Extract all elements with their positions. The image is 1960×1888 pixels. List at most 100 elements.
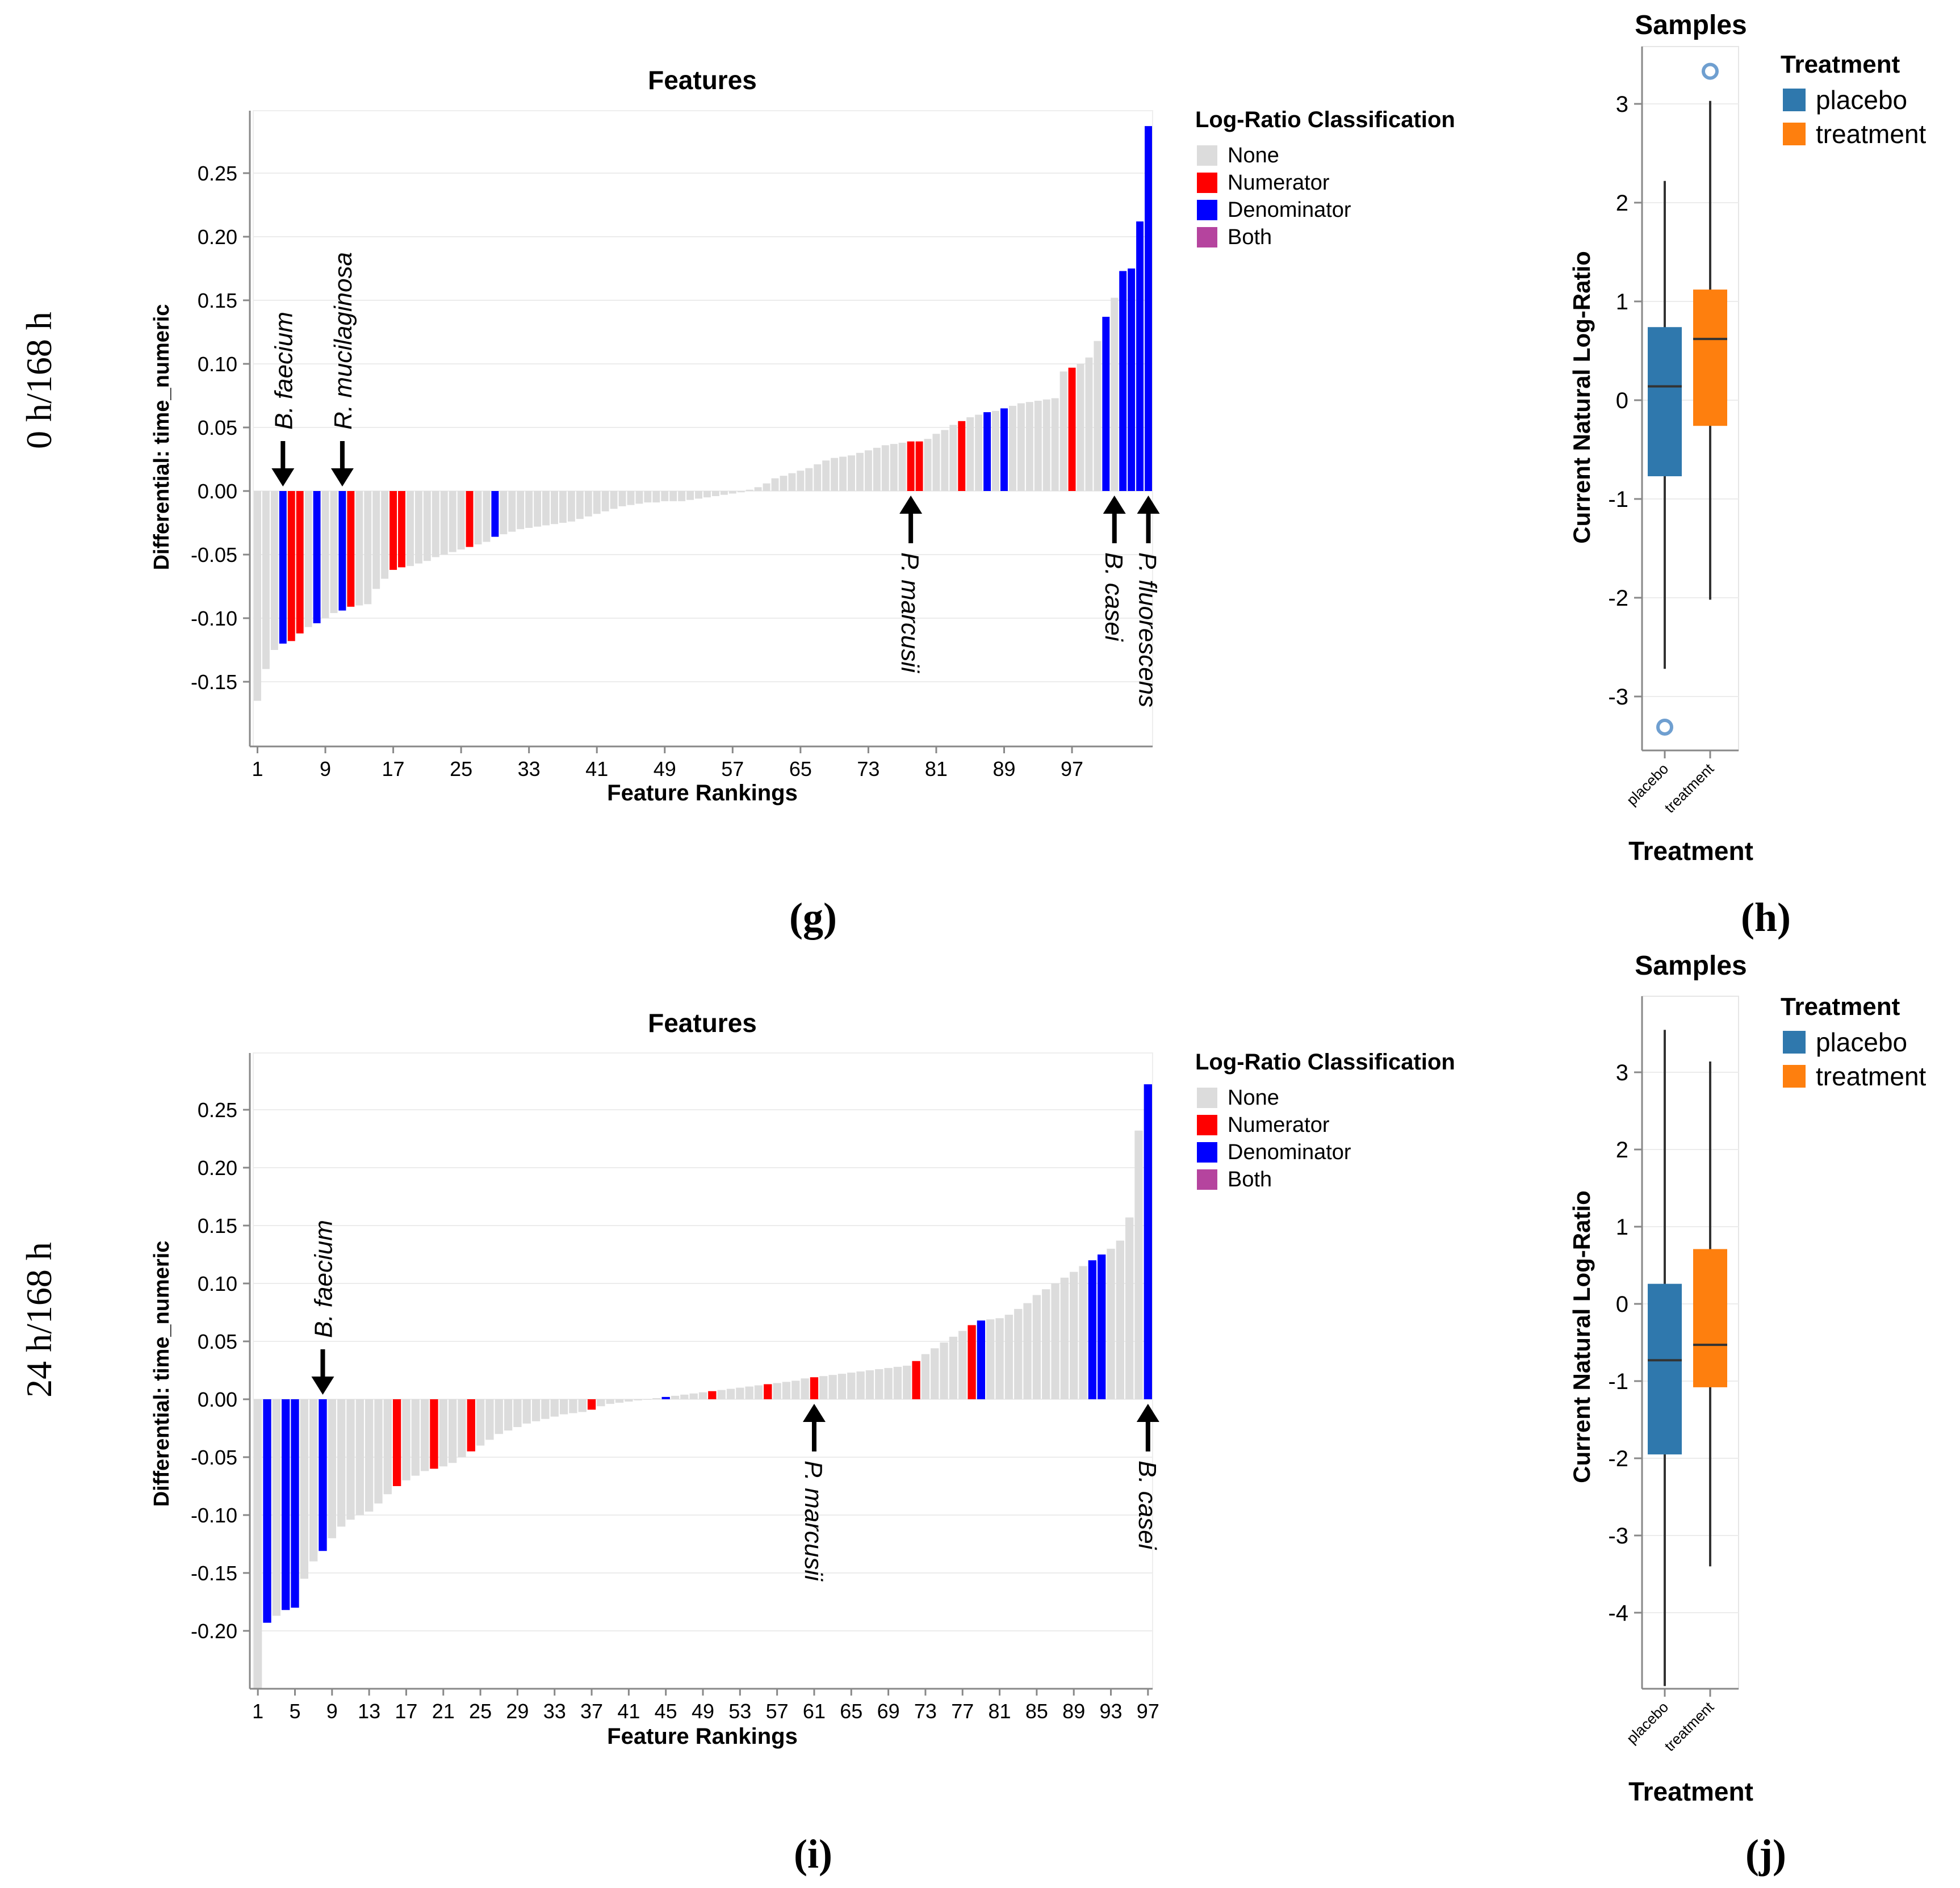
legend-item-label: placebo	[1816, 1027, 1907, 1057]
legend-item-label: treatment	[1816, 119, 1927, 149]
bar-61	[810, 1377, 819, 1399]
y-tick-label: 0.15	[198, 1214, 237, 1237]
bar-35	[542, 491, 550, 526]
x-tick-label: 41	[585, 757, 608, 781]
bar-58	[782, 1382, 791, 1399]
bar-74	[873, 447, 881, 491]
bar-49	[661, 491, 669, 501]
bar-59	[791, 1381, 800, 1399]
bar-35	[569, 1399, 577, 1413]
legend-title-i: Log-Ratio Classification	[1195, 1050, 1455, 1075]
annotation-arrow-head	[802, 1404, 826, 1422]
x-axis-label-g: Feature Rankings	[607, 781, 798, 805]
annotation-arrow-head	[899, 496, 923, 514]
bar-78	[968, 1325, 976, 1399]
bar-4	[279, 491, 287, 644]
x-tick-label: 65	[840, 1700, 862, 1723]
chart-panel-i: 0.25 0.20 0.15 0.10 0.05 0.00 -0.05 -0.10 -0.15 -…	[150, 1008, 1455, 1749]
bar-76	[890, 444, 898, 491]
bar-51	[678, 491, 686, 501]
bar-42	[634, 1399, 642, 1401]
x-tick-label: 17	[395, 1700, 417, 1723]
bar-15	[372, 491, 380, 589]
bar-96	[1134, 1130, 1143, 1399]
x-tick-label: 13	[358, 1700, 380, 1723]
annotation-arrow-head	[1137, 496, 1160, 514]
y-tick-label: 1	[1616, 290, 1628, 314]
bar-10	[330, 491, 338, 614]
y-tick-label: -2	[1608, 1446, 1628, 1471]
bar-32	[541, 1399, 550, 1419]
bar-73	[864, 450, 872, 491]
y-tick-label: 1	[1616, 1215, 1628, 1240]
annotation-arrow-head	[330, 468, 354, 486]
bar-66	[805, 468, 813, 491]
bar-21	[423, 491, 431, 561]
y-tick-label: 0.00	[198, 1388, 237, 1411]
x-tick-label: 89	[1062, 1700, 1085, 1723]
bar-13	[355, 491, 363, 606]
y-axis-label-g: Differential: time_numeric	[150, 304, 174, 570]
bar-25	[476, 1399, 485, 1446]
y-tick-label: -3	[1608, 685, 1628, 710]
bar-88	[992, 410, 1000, 491]
bar-83	[1014, 1308, 1023, 1399]
bar-45	[627, 491, 635, 505]
bar-4	[281, 1399, 290, 1610]
bar-56	[764, 1384, 772, 1399]
bar-94	[1042, 399, 1050, 491]
bar-19	[420, 1399, 429, 1471]
bar-50	[708, 1391, 717, 1399]
legend-swatch	[1197, 1115, 1217, 1135]
bar-99	[1085, 357, 1093, 491]
x-tick-label: 97	[1137, 1700, 1159, 1723]
bar-18	[398, 491, 405, 568]
bar-44	[652, 1398, 661, 1399]
chart-title-j: Samples	[1635, 951, 1747, 981]
legend-item-label: None	[1228, 144, 1279, 167]
bar-18	[411, 1399, 420, 1476]
bar-20	[414, 491, 422, 564]
bar-82	[1004, 1315, 1013, 1399]
bar-20	[430, 1399, 438, 1469]
x-tick-label: treatment	[1661, 760, 1717, 816]
bar-37	[559, 491, 567, 523]
legend-j: placebo treatment	[1783, 1027, 1927, 1091]
legend-swatch	[1197, 145, 1217, 166]
bar-6	[300, 1399, 308, 1579]
legend-swatch	[1783, 1031, 1806, 1054]
y-tick-label: 0.25	[198, 1098, 237, 1122]
bar-26	[485, 1399, 494, 1440]
bar-22	[432, 491, 439, 557]
x-tick-label: 25	[469, 1700, 492, 1723]
bar-47	[680, 1394, 689, 1399]
bar-80	[924, 439, 932, 491]
bar-70	[893, 1366, 902, 1399]
bar-65	[797, 471, 805, 491]
bar-75	[940, 1342, 948, 1399]
legend-item-label: Denominator	[1228, 1140, 1351, 1164]
boxes-j	[1648, 1030, 1727, 1686]
bar-58	[737, 491, 745, 493]
x-tick-label: 49	[692, 1700, 714, 1723]
annotation-arrow-head	[1136, 1404, 1159, 1422]
bar-47	[644, 491, 652, 503]
row-label-0h: 0 h/168 h	[19, 312, 59, 449]
bar-71	[903, 1365, 911, 1399]
bar-10	[337, 1399, 346, 1527]
panel-label-j: (j)	[1745, 1831, 1786, 1877]
bar-28	[504, 1399, 513, 1431]
bar-95	[1051, 398, 1059, 491]
bar-73	[921, 1354, 930, 1399]
bar-79	[915, 441, 923, 491]
bar-67	[814, 464, 822, 491]
bar-29	[513, 1399, 522, 1427]
bar-63	[828, 1375, 837, 1399]
bar-5	[291, 1399, 299, 1608]
bar-57	[728, 491, 736, 494]
bar-24	[449, 491, 457, 552]
bar-68	[875, 1369, 883, 1399]
bar-92	[1025, 402, 1033, 491]
bar-8	[319, 1399, 327, 1551]
chart-panel-g: 0.25 0.20 0.15 0.10 0.05 0.00 -0.05 -0.10 -0.15 1…	[150, 65, 1455, 805]
